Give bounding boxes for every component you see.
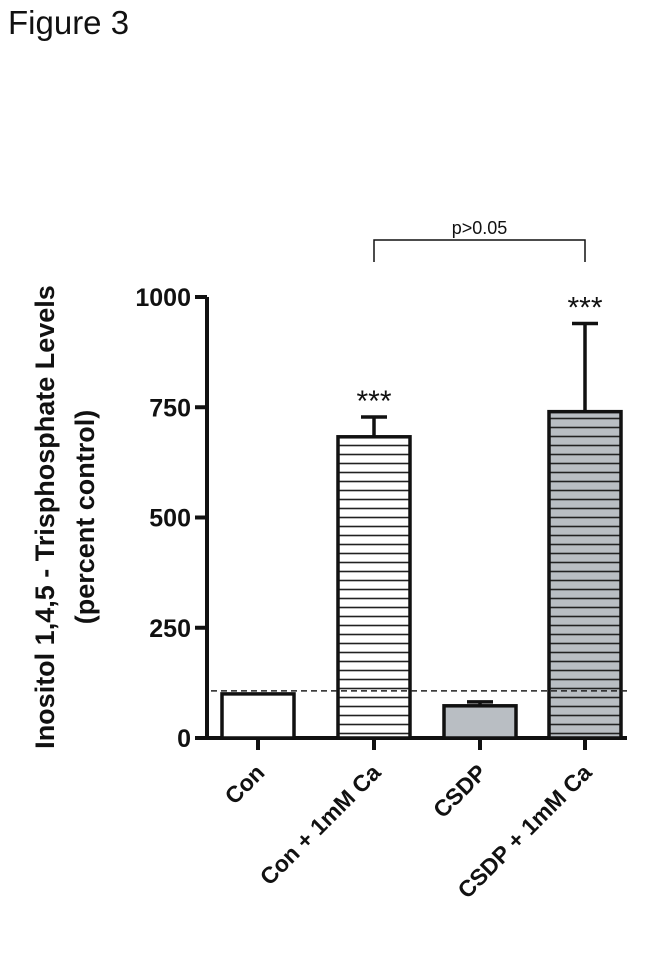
- significance-stars: ***: [356, 385, 391, 418]
- y-axis-label-line2: (percent control): [70, 410, 100, 625]
- x-tick-label: Con: [220, 759, 270, 809]
- bar: [336, 435, 412, 740]
- y-tick-label: 1000: [135, 284, 191, 312]
- comparison-p-value: p>0.05: [452, 218, 508, 238]
- bar: [220, 692, 296, 740]
- bar: [547, 409, 623, 740]
- comparison-bracket: [373, 239, 586, 262]
- y-tick-label: 0: [177, 725, 191, 753]
- y-tick-label: 750: [149, 394, 191, 422]
- y-tick-label: 500: [149, 505, 191, 533]
- significance-stars: ***: [567, 291, 602, 324]
- x-tick-label: Con + 1mM Ca: [255, 759, 386, 890]
- x-tick-label: CSDP: [428, 759, 492, 823]
- bar: [442, 704, 518, 740]
- y-axis-title: Inositol 1,4,5 - Trisphosphate Levels (pe…: [30, 285, 100, 749]
- y-tick-label: 250: [149, 615, 191, 643]
- y-axis-label-line1: Inositol 1,4,5 - Trisphosphate Levels: [30, 285, 60, 749]
- figure-title: Figure 3: [8, 4, 130, 41]
- bars: [220, 321, 623, 740]
- annotations: *** *** p>0.05: [211, 218, 627, 692]
